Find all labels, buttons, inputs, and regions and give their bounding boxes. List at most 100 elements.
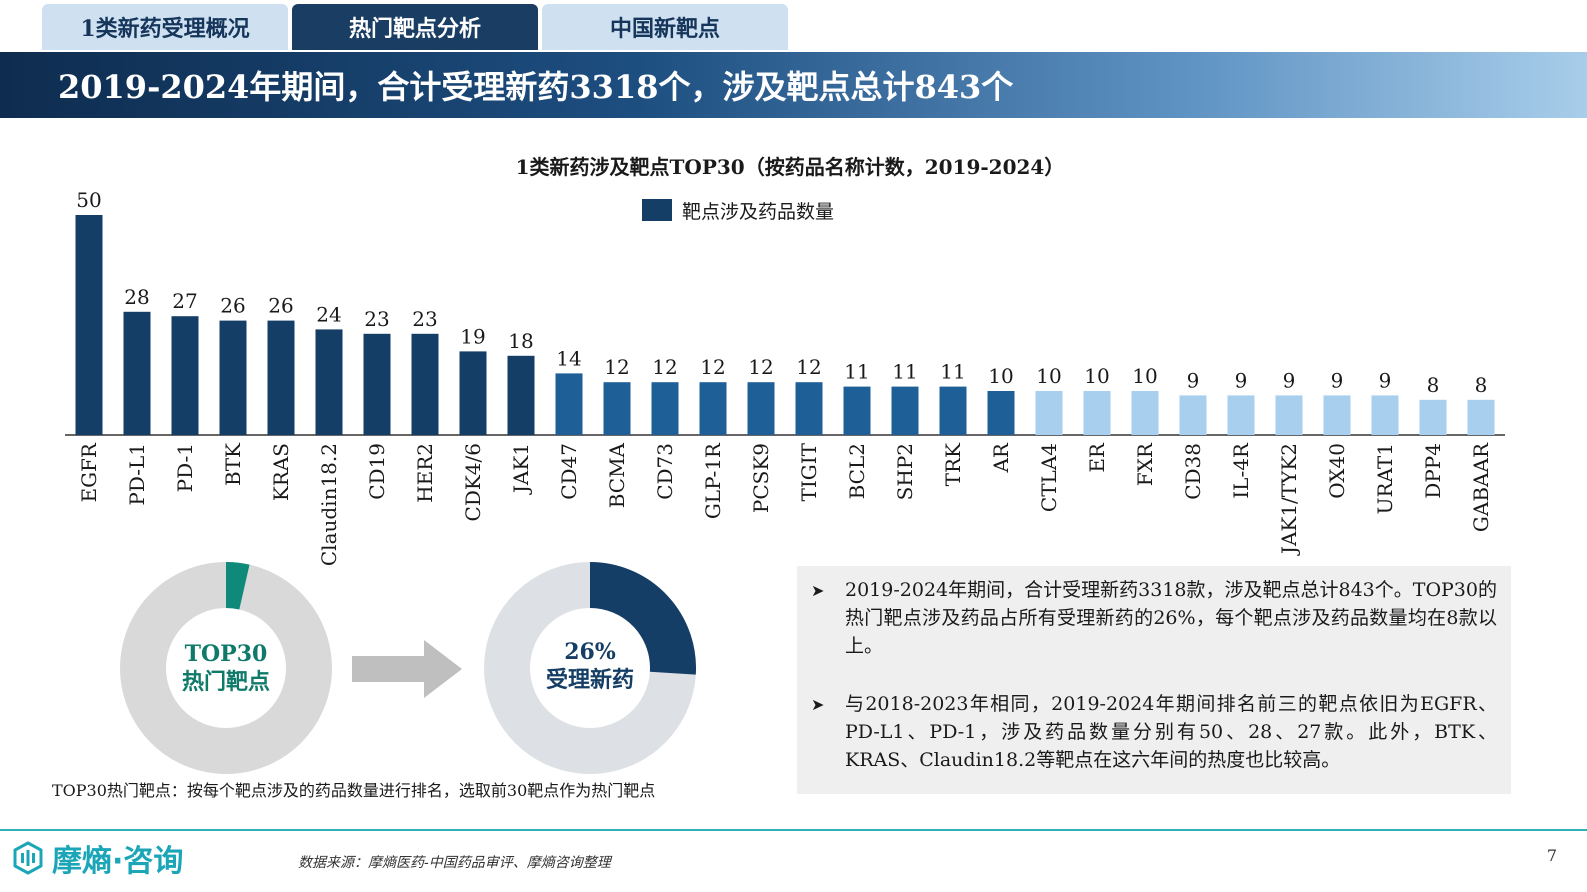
data-label: 9 <box>1187 368 1200 392</box>
tick-label: BCL2 <box>845 443 869 499</box>
data-label: 12 <box>604 355 629 379</box>
tick-label: URAT1 <box>1373 443 1397 514</box>
tick-label: EGFR <box>77 442 101 502</box>
data-label: 26 <box>268 294 293 318</box>
bar <box>1131 391 1159 435</box>
donut-top30-label: TOP30 热门靶点 <box>146 640 306 696</box>
data-label: 12 <box>796 355 821 379</box>
summary-bullet: ➤ 2019-2024年期间，合计受理新药3318款，涉及靶点总计843个。TO… <box>811 576 1497 660</box>
tick-label: IL-4R <box>1229 442 1253 499</box>
footnote-definition: TOP30热门靶点：按每个靶点涉及的药品数量进行排名，选取前30靶点作为热门靶点 <box>52 781 656 800</box>
donut-top30 <box>120 562 332 774</box>
data-label: 12 <box>652 355 677 379</box>
tick-label: CD47 <box>557 443 581 500</box>
bar <box>1371 395 1399 435</box>
data-label: 18 <box>508 329 533 353</box>
bar <box>1227 395 1255 435</box>
data-label: 9 <box>1331 368 1344 392</box>
donut-share-label-line2: 受理新药 <box>545 667 634 693</box>
donut-share-label-line1: 26% <box>564 639 616 665</box>
bar <box>939 386 967 435</box>
bullet-arrow-icon: ➤ <box>811 695 825 714</box>
summary-bullet: ➤ 与2018-2023年相同，2019-2024年期间排名前三的靶点依旧为EG… <box>811 690 1497 774</box>
tick-label: PD-L1 <box>125 443 149 506</box>
data-label: 28 <box>124 285 149 309</box>
bar <box>411 333 439 435</box>
tab-overview[interactable]: 1类新药受理概况 <box>42 4 288 50</box>
data-label: 11 <box>892 360 917 384</box>
bar <box>1179 395 1207 435</box>
data-label: 50 <box>76 188 101 212</box>
tick-label: OX40 <box>1325 443 1349 499</box>
donut-share-highlight <box>589 562 696 675</box>
banner-title: 2019-2024年期间，合计受理新药3318个，涉及靶点总计843个 <box>0 52 1587 118</box>
tick-label: GABAAR <box>1469 442 1493 532</box>
data-label: 9 <box>1235 368 1248 392</box>
tab-bar: 1类新药受理概况 热门靶点分析 中国新靶点 <box>42 4 792 50</box>
bar <box>315 329 343 435</box>
company-logo: 摩熵·咨询 <box>10 836 183 880</box>
tick-label: ER <box>1085 442 1109 473</box>
bar <box>267 320 295 435</box>
tick-label: TIGIT <box>797 442 821 501</box>
donut-top30-highlight <box>225 562 250 610</box>
bar <box>699 382 727 435</box>
tick-label: TRK <box>941 442 965 486</box>
bar <box>363 333 391 435</box>
bar <box>843 386 871 435</box>
tick-label: DPP4 <box>1421 443 1445 499</box>
bar <box>1035 391 1063 435</box>
bar <box>987 391 1015 435</box>
bar-chart: 1类新药涉及靶点TOP30（按药品名称计数，2019-2024） 靶点涉及药品数量… <box>65 155 1505 565</box>
bar <box>795 382 823 435</box>
tick-label: SHP2 <box>893 443 917 500</box>
donut-top30-label-line1: TOP30 <box>184 641 268 667</box>
data-label: 8 <box>1427 373 1440 397</box>
bar <box>75 215 103 435</box>
bar <box>651 382 679 435</box>
legend-label: 靶点涉及药品数量 <box>682 201 834 223</box>
tick-label: FXR <box>1133 442 1157 486</box>
tab-china-targets[interactable]: 中国新靶点 <box>542 4 788 50</box>
tick-label: Claudin18.2 <box>317 443 341 565</box>
summary-bullet-text: 与2018-2023年相同，2019-2024年期间排名前三的靶点依旧为EGFR… <box>845 693 1497 771</box>
donut-share <box>484 562 696 774</box>
donut-top30-label-line2: 热门靶点 <box>181 669 270 695</box>
summary-bullet-text: 2019-2024年期间，合计受理新药3318款，涉及靶点总计843个。TOP3… <box>845 579 1497 657</box>
data-label: 10 <box>1036 364 1061 388</box>
page-number: 7 <box>1546 846 1557 865</box>
data-label: 8 <box>1475 373 1488 397</box>
data-label: 10 <box>1084 364 1109 388</box>
footer-divider <box>0 829 1587 831</box>
chart-title: 1类新药涉及靶点TOP30（按药品名称计数，2019-2024） <box>516 155 1065 179</box>
logo-icon <box>13 841 43 875</box>
data-label: 27 <box>172 289 197 313</box>
bar <box>891 386 919 435</box>
data-label: 12 <box>700 355 725 379</box>
tick-label: CDK4/6 <box>461 443 485 521</box>
bullet-arrow-icon: ➤ <box>811 581 825 600</box>
arrow-right-icon <box>352 640 462 698</box>
data-label: 23 <box>364 307 389 331</box>
bar <box>219 320 247 435</box>
data-label: 11 <box>940 360 965 384</box>
data-label: 23 <box>412 307 437 331</box>
tick-label: CD38 <box>1181 443 1205 500</box>
bar <box>1275 395 1303 435</box>
bar <box>123 311 151 435</box>
data-source: 数据来源：摩熵医药-中国药品审评、摩熵咨询整理 <box>298 855 611 871</box>
bar <box>603 382 631 435</box>
tab-hot-targets[interactable]: 热门靶点分析 <box>292 4 538 50</box>
data-label: 10 <box>988 364 1013 388</box>
tick-label: CD73 <box>653 443 677 500</box>
tick-label: PCSK9 <box>749 443 773 513</box>
data-label: 12 <box>748 355 773 379</box>
bar <box>1083 391 1111 435</box>
tick-label: HER2 <box>413 443 437 503</box>
data-label: 11 <box>844 360 869 384</box>
data-label: 24 <box>316 302 341 326</box>
donut-share-label: 26% 受理新药 <box>510 638 670 694</box>
data-label: 26 <box>220 294 245 318</box>
data-label: 10 <box>1132 364 1157 388</box>
data-label: 9 <box>1379 368 1392 392</box>
